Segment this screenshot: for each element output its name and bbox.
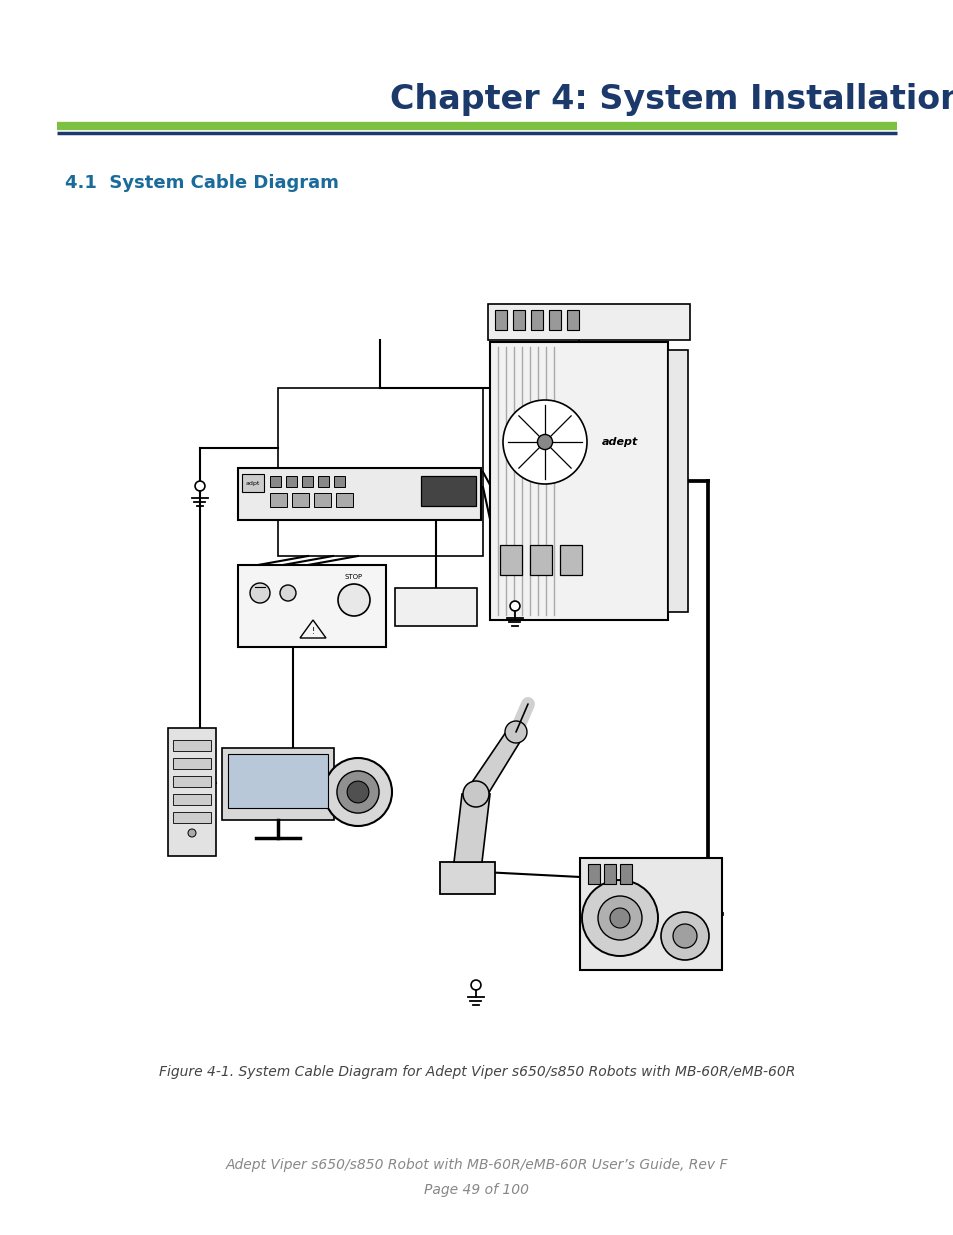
Bar <box>559 545 581 576</box>
Bar <box>513 310 524 330</box>
Bar <box>292 493 309 508</box>
Bar <box>228 755 328 808</box>
Bar <box>172 794 211 805</box>
Bar <box>237 468 480 520</box>
Bar <box>172 740 211 751</box>
Circle shape <box>609 908 629 927</box>
Bar <box>566 310 578 330</box>
Circle shape <box>502 400 586 484</box>
Text: Figure 4-1. System Cable Diagram for Adept Viper s650/s850 Robots with MB-60R/eM: Figure 4-1. System Cable Diagram for Ade… <box>158 1065 795 1079</box>
Bar <box>172 776 211 787</box>
Bar <box>530 545 552 576</box>
Circle shape <box>324 758 392 826</box>
Text: adpt: adpt <box>246 480 260 485</box>
Circle shape <box>672 924 697 948</box>
Text: Adept Viper s650/s850 Robot with MB-60R/eMB-60R User’s Guide, Rev F: Adept Viper s650/s850 Robot with MB-60R/… <box>226 1158 727 1172</box>
Circle shape <box>250 583 270 603</box>
Bar <box>603 864 616 884</box>
Circle shape <box>537 435 552 450</box>
Circle shape <box>336 771 378 813</box>
Bar <box>579 858 721 969</box>
Bar <box>587 864 599 884</box>
Circle shape <box>280 585 295 601</box>
Bar <box>420 475 476 506</box>
Bar <box>172 811 211 823</box>
Text: STOP: STOP <box>345 574 363 580</box>
Bar <box>242 474 264 492</box>
Circle shape <box>660 911 708 960</box>
Polygon shape <box>454 794 490 862</box>
Bar <box>548 310 560 330</box>
Circle shape <box>462 781 489 806</box>
Bar <box>488 304 689 340</box>
Circle shape <box>510 601 519 611</box>
Bar <box>314 493 331 508</box>
Bar <box>286 475 296 487</box>
Circle shape <box>504 721 526 743</box>
Bar <box>168 727 215 856</box>
Bar <box>334 475 345 487</box>
Polygon shape <box>463 732 525 794</box>
Circle shape <box>598 897 641 940</box>
Bar <box>222 748 334 820</box>
Circle shape <box>347 781 369 803</box>
Bar <box>667 350 687 613</box>
Bar <box>302 475 313 487</box>
Bar <box>495 310 506 330</box>
Bar <box>270 493 287 508</box>
Circle shape <box>194 482 205 492</box>
Circle shape <box>581 881 658 956</box>
Bar <box>439 862 495 894</box>
Bar <box>395 588 476 626</box>
Text: !: ! <box>311 626 314 636</box>
Bar <box>277 388 482 556</box>
Bar <box>270 475 281 487</box>
Bar <box>317 475 329 487</box>
Circle shape <box>188 829 195 837</box>
Bar <box>490 342 667 620</box>
Bar <box>172 758 211 769</box>
Bar <box>237 564 386 647</box>
Text: Page 49 of 100: Page 49 of 100 <box>424 1183 529 1197</box>
Circle shape <box>471 981 480 990</box>
Bar <box>499 545 521 576</box>
Bar <box>531 310 542 330</box>
Text: 4.1  System Cable Diagram: 4.1 System Cable Diagram <box>65 174 338 191</box>
Text: adept: adept <box>601 437 638 447</box>
Text: Chapter 4: System Installation: Chapter 4: System Installation <box>390 84 953 116</box>
Bar <box>619 864 631 884</box>
Circle shape <box>337 584 370 616</box>
Bar <box>335 493 353 508</box>
